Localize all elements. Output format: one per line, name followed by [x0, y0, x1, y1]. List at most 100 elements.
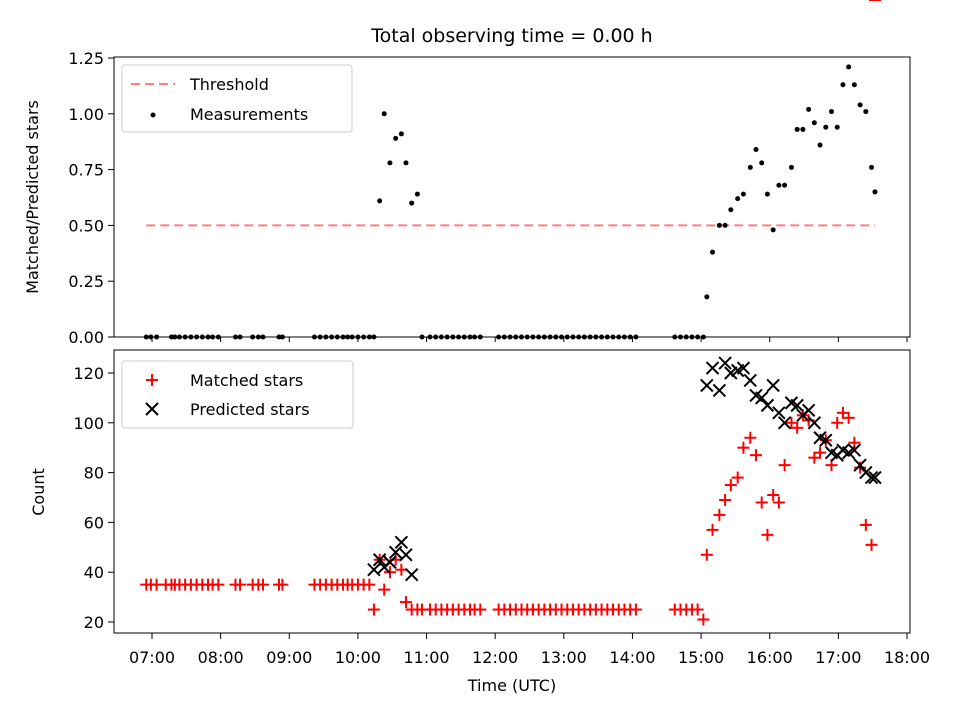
y-tick-label: 0.50 — [68, 216, 104, 235]
measurement-point — [672, 334, 678, 340]
measurement-point — [260, 334, 266, 340]
predicted-star-point — [383, 555, 397, 569]
top-panel-y-axis: 0.00 0.25 0.50 0.75 1.00 1.25 — [68, 49, 114, 347]
legend-matched-label: Matched stars — [190, 371, 303, 390]
matched-star-point — [629, 603, 642, 616]
measurement-point — [377, 198, 383, 204]
matched-star-point — [713, 508, 726, 521]
y-tick-label: 60 — [84, 513, 104, 532]
predicted-star-point — [718, 356, 732, 370]
matched-star-point — [276, 578, 289, 591]
matched-stars-points — [140, 0, 881, 626]
matched-star-point — [750, 449, 762, 462]
measurement-point — [846, 64, 852, 70]
measurement-point — [782, 182, 788, 188]
matched-star-point — [363, 578, 376, 591]
predicted-star-point — [819, 433, 833, 447]
measurement-point — [872, 189, 878, 195]
predicted-star-point — [766, 378, 780, 393]
measurement-point — [143, 334, 149, 340]
predicted-stars-points — [367, 356, 882, 582]
measurement-point — [728, 207, 734, 213]
measurement-point — [581, 334, 587, 340]
x-tick-label: 08:00 — [198, 648, 244, 667]
measurement-point — [564, 334, 570, 340]
legend-measurements-label: Measurements — [190, 105, 308, 124]
measurement-point — [366, 334, 372, 340]
predicted-star-point — [712, 383, 727, 398]
measurement-point — [387, 160, 393, 166]
predicted-star-point — [864, 470, 879, 485]
matched-star-point — [256, 578, 269, 591]
measurement-point — [154, 334, 160, 340]
measurement-point — [683, 334, 689, 340]
measurement-point — [700, 334, 706, 340]
chart-title: Total observing time = 0.00 h — [370, 25, 652, 47]
measurement-point — [279, 334, 285, 340]
predicted-star-point — [777, 416, 792, 430]
predicted-star-point — [760, 398, 775, 413]
measurement-point — [616, 334, 622, 340]
x-tick-label: 10:00 — [335, 648, 381, 667]
x-tick-label: 14:00 — [609, 648, 655, 667]
matched-star-point — [737, 441, 750, 454]
measurement-point — [467, 334, 473, 340]
measurement-point — [461, 334, 467, 340]
y-tick-label: 120 — [73, 364, 104, 383]
measurement-point — [788, 164, 794, 170]
matched-star-point — [474, 603, 487, 616]
predicted-star-point — [372, 553, 387, 567]
measurement-point — [194, 334, 200, 340]
y-tick-label: 0.75 — [68, 161, 104, 180]
measurement-point — [610, 334, 616, 340]
measurement-point — [501, 334, 507, 340]
measurement-point — [823, 124, 829, 130]
measurement-point — [704, 294, 710, 300]
matched-star-point — [831, 416, 844, 429]
predicted-star-point — [755, 391, 769, 405]
x-tick-label: 18:00 — [884, 648, 930, 667]
x-tick-label: 17:00 — [815, 648, 861, 667]
measurement-point — [604, 334, 610, 340]
x-tick-label: 11:00 — [403, 648, 449, 667]
measurement-point — [477, 334, 483, 340]
predicted-star-point — [399, 548, 413, 562]
predicted-star-point — [394, 535, 409, 550]
measurement-point — [570, 334, 576, 340]
measurement-point — [599, 334, 605, 340]
x-tick-label: 12:00 — [472, 648, 518, 667]
y-tick-label: 80 — [84, 464, 104, 483]
measurement-point — [689, 334, 695, 340]
matched-star-point — [212, 578, 225, 591]
measurement-point — [753, 147, 759, 153]
measurement-point — [182, 334, 188, 340]
legend-predicted-label: Predicted stars — [190, 400, 310, 419]
measurement-point — [740, 191, 746, 197]
legend-predicted-swatch — [145, 402, 159, 416]
measurement-point — [205, 334, 211, 340]
measurement-point — [237, 334, 243, 340]
measurement-point — [851, 82, 857, 88]
measurement-point — [349, 334, 355, 340]
bottom-panel-x-axis: 07:00 08:00 09:00 10:00 11:00 12:00 13:00 14:00… — [129, 633, 930, 667]
measurement-point — [398, 131, 404, 137]
measurement-point — [168, 334, 174, 340]
matched-star-point — [691, 603, 704, 616]
measurement-point — [547, 334, 553, 340]
measurement-point — [722, 222, 728, 228]
predicted-star-point — [801, 403, 816, 418]
y-tick-label: 0.25 — [68, 272, 104, 291]
measurement-point — [323, 334, 329, 340]
legend-measurements-swatch — [150, 112, 156, 118]
measurement-point — [450, 334, 456, 340]
matched-star-point — [842, 411, 855, 424]
predicted-star-point — [790, 398, 804, 413]
matched-star-point — [399, 596, 412, 609]
measurement-point — [840, 82, 846, 88]
measurement-point — [427, 334, 433, 340]
measurement-point — [587, 334, 593, 340]
measurement-point — [276, 334, 282, 340]
matched-star-point — [697, 613, 710, 626]
measurement-point — [593, 334, 599, 340]
measurement-point — [633, 334, 639, 340]
